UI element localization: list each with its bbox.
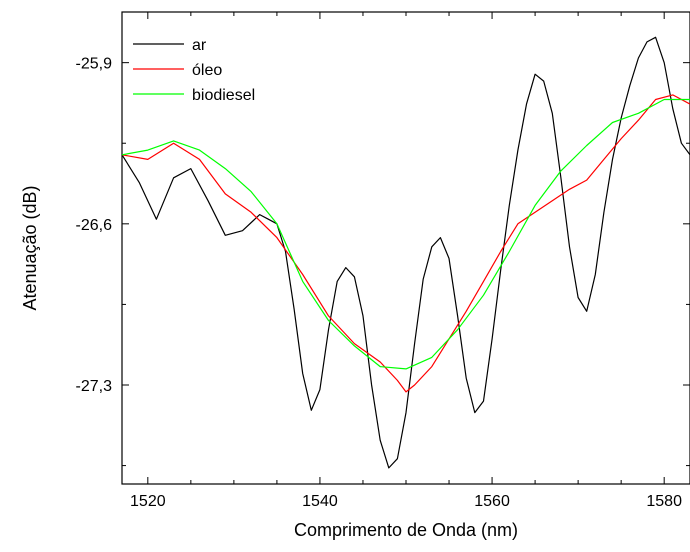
y-axis-title: Atenuação (dB) bbox=[20, 185, 40, 310]
series-line-1 bbox=[121, 94, 690, 393]
legend-label-1: óleo bbox=[192, 62, 222, 79]
y-tick-label: -25,9 bbox=[76, 56, 113, 73]
x-tick-label: 1560 bbox=[474, 493, 510, 510]
legend-label-2: biodiesel bbox=[192, 87, 255, 104]
y-tick-label: -26,6 bbox=[76, 217, 113, 234]
series-line-0 bbox=[121, 36, 690, 469]
x-tick-label: 1540 bbox=[302, 493, 338, 510]
series-layer bbox=[121, 36, 690, 469]
x-axis-title: Comprimento de Onda (nm) bbox=[294, 520, 518, 540]
legend-label-0: ar bbox=[192, 37, 207, 54]
y-tick-label: -27,3 bbox=[76, 378, 113, 395]
axis-ticks: 1520 1540 1560 1580 -25,9 -26,6 -27,3 bbox=[76, 12, 690, 510]
x-tick-label: 1580 bbox=[646, 493, 682, 510]
x-tick-label: 1520 bbox=[130, 493, 166, 510]
legend: ar óleo biodiesel bbox=[133, 37, 255, 104]
series-line-2 bbox=[121, 98, 690, 370]
